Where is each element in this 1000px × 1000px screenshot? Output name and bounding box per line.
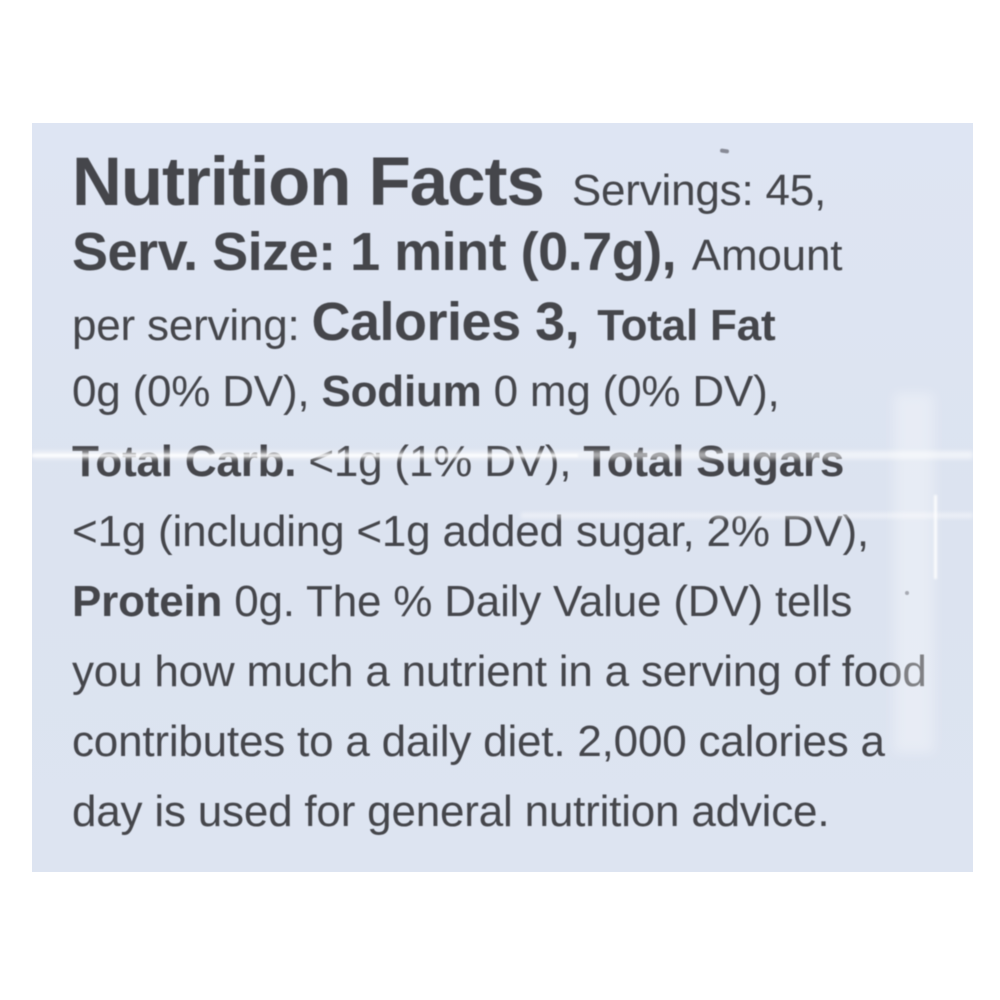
protein-label: Protein xyxy=(72,577,223,626)
per-serving-label: per serving: xyxy=(72,301,300,350)
label-line-7: Protein 0g. The % Daily Value (DV) tells xyxy=(72,567,942,637)
protein-value: 0g. xyxy=(234,577,295,626)
vertical-fold-line-artifact xyxy=(934,495,937,579)
total-fat-value: 0g (0% DV), xyxy=(72,367,310,416)
photo-speck-artifact xyxy=(905,591,909,595)
label-line-10: day is used for general nutrition advice… xyxy=(72,777,942,847)
label-line-8: you how much a nutrient in a serving of … xyxy=(72,637,942,707)
dv-footnote-part-4: day is used for general nutrition advice… xyxy=(72,787,830,836)
vertical-sheen-artifact xyxy=(894,393,934,753)
dv-footnote-part-2: you how much a nutrient in a serving of … xyxy=(72,647,927,696)
dv-footnote-part-3: contributes to a daily diet. 2,000 calor… xyxy=(72,717,885,766)
label-line-1: Nutrition Facts Servings: 45, xyxy=(72,147,942,217)
total-carb-label: Total Carb. xyxy=(72,437,297,486)
dv-footnote-part-1: The % Daily Value (DV) tells xyxy=(306,577,853,626)
horizontal-crease-highlight xyxy=(32,454,578,457)
total-sugars-label: Total Sugars xyxy=(583,437,845,486)
nutrition-label-text: Nutrition Facts Servings: 45, Serv. Size… xyxy=(72,147,942,847)
nutrition-label: Nutrition Facts Servings: 45, Serv. Size… xyxy=(32,123,973,872)
calories-value: Calories 3, xyxy=(311,292,580,352)
label-line-5: Total Carb. <1g (1% DV), Total Sugars xyxy=(72,427,942,497)
total-carb-value: <1g (1% DV), xyxy=(308,437,572,486)
label-line-3: per serving: Calories 3, Total Fat xyxy=(72,287,942,357)
amount-word: Amount xyxy=(691,231,843,280)
servings-count: Servings: 45, xyxy=(571,166,827,215)
total-fat-label: Total Fat xyxy=(597,301,776,350)
label-line-9: contributes to a daily diet. 2,000 calor… xyxy=(72,707,942,777)
nutrition-facts-title: Nutrition Facts xyxy=(72,143,545,220)
label-line-4: 0g (0% DV), Sodium 0 mg (0% DV), xyxy=(72,357,942,427)
label-line-6: <1g (including <1g added sugar, 2% DV), xyxy=(72,497,942,567)
label-line-2: Serv. Size: 1 mint (0.7g), Amount xyxy=(72,217,942,287)
sodium-value: 0 mg (0% DV), xyxy=(493,367,780,416)
faint-crease-artifact xyxy=(521,513,973,518)
sodium-label: Sodium xyxy=(321,367,482,416)
serving-size: Serv. Size: 1 mint (0.7g), xyxy=(72,222,677,282)
